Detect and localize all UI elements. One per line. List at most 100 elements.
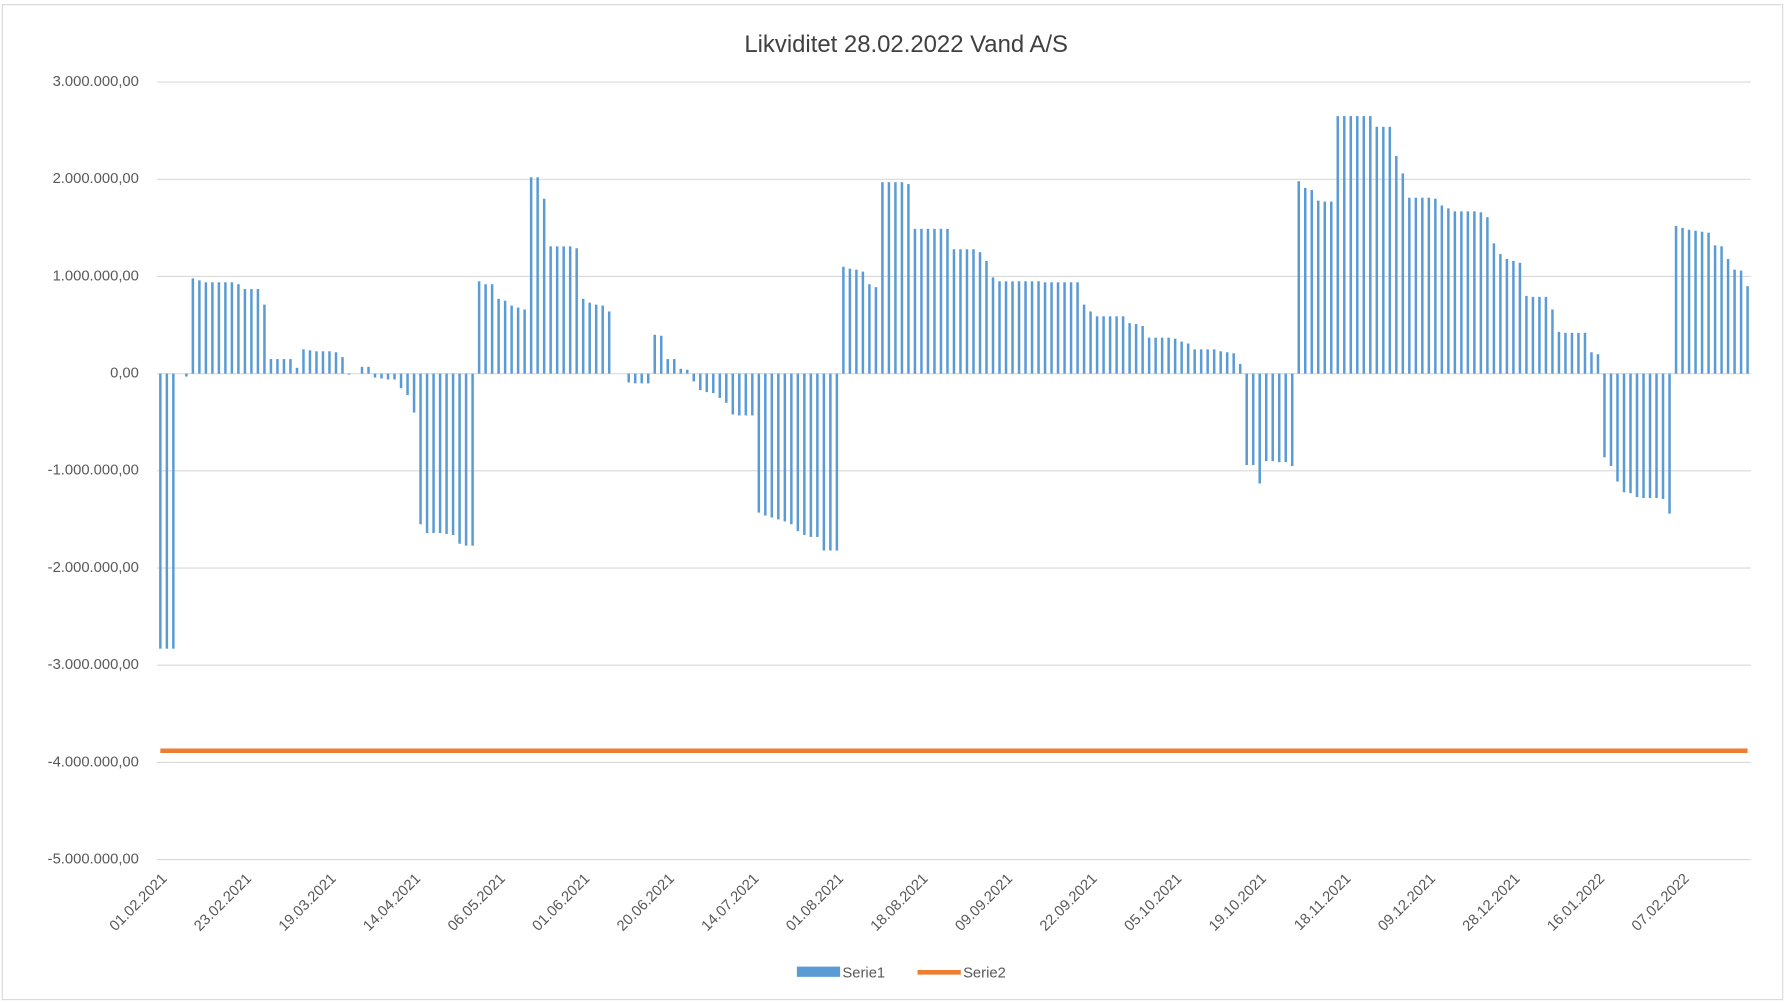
bar — [679, 368, 683, 374]
bar — [1694, 230, 1697, 374]
bar — [659, 335, 663, 374]
bar — [562, 246, 565, 374]
bar — [1453, 211, 1457, 374]
bar — [1713, 245, 1717, 374]
bar — [1121, 316, 1125, 374]
bar — [1583, 332, 1587, 374]
bar — [360, 366, 364, 374]
bar — [1616, 373, 1619, 482]
bar — [829, 373, 832, 551]
bar — [555, 246, 559, 374]
bar — [185, 373, 188, 377]
bar — [1401, 173, 1405, 374]
bar — [1303, 188, 1307, 374]
chart-border — [1, 4, 1784, 1001]
bar — [1349, 116, 1353, 374]
bar — [1421, 197, 1424, 374]
bar — [848, 268, 852, 374]
bar — [1577, 332, 1580, 374]
bar — [503, 300, 507, 374]
bar — [1323, 201, 1327, 374]
bar — [1154, 337, 1157, 374]
bar — [263, 304, 266, 374]
bar — [998, 281, 1001, 374]
bar — [972, 249, 975, 374]
bar — [1232, 353, 1235, 374]
bar — [725, 373, 728, 403]
legend-label: Serie1 — [842, 965, 885, 981]
bar — [1447, 208, 1450, 374]
bar — [965, 249, 969, 374]
bar — [1551, 309, 1554, 374]
bar — [770, 373, 774, 518]
bar — [640, 373, 643, 384]
bar — [536, 177, 539, 374]
bar — [933, 228, 936, 374]
bar — [510, 305, 513, 374]
bar — [581, 298, 585, 374]
bar — [1642, 373, 1645, 499]
bar — [1590, 352, 1593, 374]
bar — [250, 289, 253, 374]
bar — [315, 351, 318, 374]
bar — [1427, 197, 1431, 374]
bar — [991, 277, 995, 374]
bar — [334, 352, 338, 374]
bar — [1492, 243, 1496, 374]
bar — [692, 373, 696, 382]
bar — [874, 287, 878, 374]
bar — [224, 282, 227, 374]
bar — [198, 280, 201, 374]
bar — [881, 182, 884, 374]
bar — [1238, 363, 1242, 374]
bar — [588, 302, 591, 374]
bar — [1199, 349, 1203, 374]
bar — [1466, 211, 1470, 374]
bar — [1505, 258, 1509, 374]
bar — [861, 271, 865, 374]
bar — [1160, 337, 1164, 374]
bar — [777, 373, 780, 520]
bar — [907, 184, 910, 374]
bar — [712, 373, 715, 394]
bar — [1655, 373, 1658, 499]
y-tick-label: 1.000.000,00 — [53, 268, 139, 284]
bar — [1596, 354, 1600, 374]
bar — [887, 182, 891, 374]
bar — [790, 373, 793, 525]
bar — [1056, 282, 1060, 374]
bar — [1167, 337, 1170, 374]
bar — [172, 373, 175, 649]
bar — [1726, 258, 1730, 374]
bar — [1544, 296, 1548, 374]
bar — [1147, 337, 1151, 374]
bar — [1271, 373, 1274, 462]
bar — [939, 228, 943, 374]
bar — [412, 373, 416, 413]
bar — [373, 373, 377, 378]
bar — [1004, 281, 1008, 374]
bar — [666, 359, 670, 374]
bar — [751, 373, 754, 416]
bar — [191, 278, 195, 374]
bar — [1668, 373, 1671, 514]
bar — [1479, 212, 1483, 374]
bar — [1674, 225, 1678, 374]
bar — [1186, 343, 1190, 374]
bar — [1336, 116, 1340, 374]
bar — [1739, 270, 1743, 374]
bar — [1180, 341, 1183, 374]
bar — [367, 366, 370, 374]
bar — [1499, 254, 1502, 374]
bar — [1473, 211, 1476, 374]
bar — [1082, 304, 1086, 374]
bar — [1557, 331, 1561, 374]
bar — [393, 373, 396, 380]
bar — [1115, 316, 1118, 374]
y-tick-label: -2.000.000,00 — [48, 560, 139, 576]
bar — [1290, 373, 1294, 466]
chart-title: Likviditet 28.02.2022 Vand A/S — [744, 31, 1068, 58]
bar — [705, 373, 709, 393]
bar — [920, 228, 923, 374]
